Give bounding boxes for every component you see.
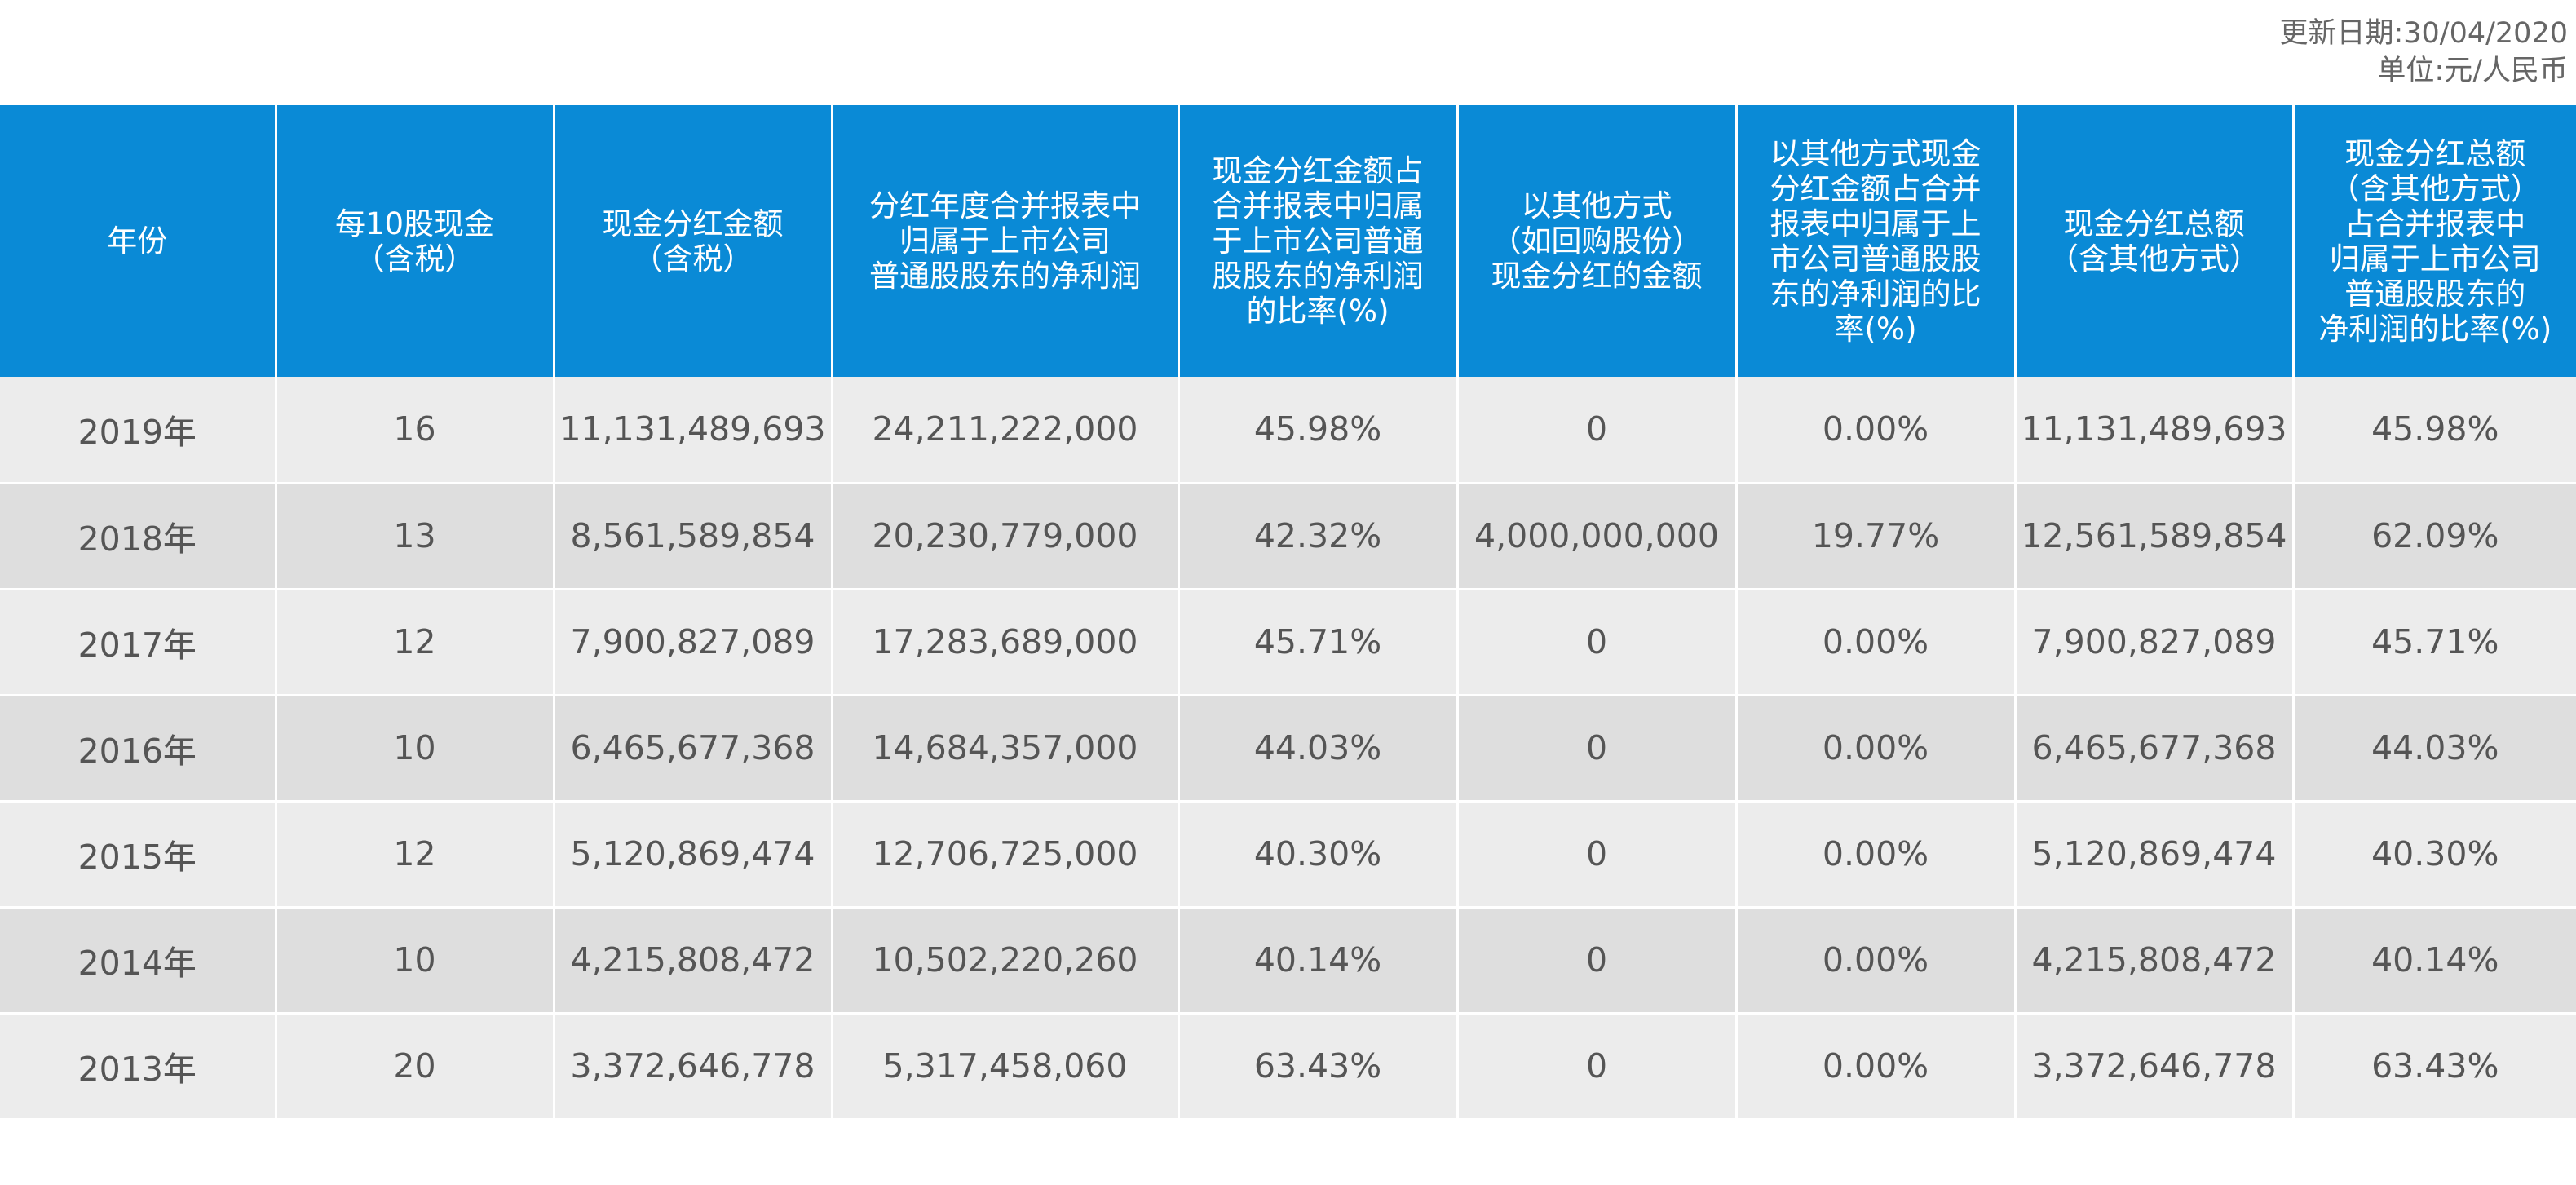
- table-cell: 0: [1457, 695, 1738, 803]
- table-cell: 63.43%: [1178, 1013, 1459, 1121]
- table-cell: 14,684,357,000: [832, 695, 1180, 803]
- table-cell: 12: [276, 801, 555, 909]
- table-cell: 0.00%: [1736, 589, 2017, 696]
- table-cell: 20: [276, 1013, 555, 1121]
- table-cell: 24,211,222,000: [832, 377, 1180, 484]
- table-meta: 更新日期:30/04/2020 单位:元/人民币: [2279, 15, 2568, 90]
- dividend-table: 年份 每10股现金 （含税） 现金分红金额 （含税） 分红年度合并报表中 归属于…: [0, 105, 2576, 1121]
- table-row: 2017年 12 7,900,827,089 17,283,689,000 45.71%…: [0, 589, 2576, 696]
- table-cell: 0.00%: [1736, 907, 2017, 1015]
- table-cell: 4,215,808,472: [2015, 907, 2295, 1015]
- table-row: 2013年 20 3,372,646,778 5,317,458,060 63.43% 0…: [0, 1013, 2576, 1121]
- table-cell: 10: [276, 695, 555, 803]
- table-cell: 5,120,869,474: [554, 801, 833, 909]
- header-cell: 以其他方式 （如回购股份） 现金分红的金额: [1457, 105, 1738, 377]
- table-cell: 0.00%: [1736, 801, 2017, 909]
- table-cell: 7,900,827,089: [2015, 589, 2295, 696]
- table-cell: 4,000,000,000: [1457, 483, 1738, 590]
- table-cell: 7,900,827,089: [554, 589, 833, 696]
- table-cell: 3,372,646,778: [2015, 1013, 2295, 1121]
- header-cell: 现金分红总额 （含其他方式）: [2015, 105, 2295, 377]
- currency-unit: 单位:元/人民币: [2377, 55, 2568, 87]
- header-cell: 现金分红总额 （含其他方式） 占合并报表中 归属于上市公司 普通股股东的 净利润…: [2293, 105, 2576, 377]
- table-cell: 5,120,869,474: [2015, 801, 2295, 909]
- table-cell: 0.00%: [1736, 695, 2017, 803]
- table-cell: 12: [276, 589, 555, 696]
- header-label: 现金分红金额占 合并报表中归属 于上市公司普通 股股东的净利润 的比率(%): [1212, 153, 1424, 329]
- table-cell: 13: [276, 483, 555, 590]
- table-header: 年份 每10股现金 （含税） 现金分红金额 （含税） 分红年度合并报表中 归属于…: [0, 105, 2576, 377]
- table-cell: 5,317,458,060: [832, 1013, 1180, 1121]
- year-cell: 2013年: [0, 1013, 277, 1121]
- table-cell: 40.30%: [2293, 801, 2576, 909]
- table-body: 2019年 16 11,131,489,693 24,211,222,000 45.98…: [0, 377, 2576, 1121]
- table-cell: 40.14%: [1178, 907, 1459, 1015]
- header-label: 现金分红总额 （含其他方式）: [2048, 206, 2260, 276]
- table-cell: 44.03%: [2293, 695, 2576, 803]
- header-cell: 现金分红金额 （含税）: [554, 105, 833, 377]
- table-cell: 11,131,489,693: [2015, 377, 2295, 484]
- table-cell: 12,706,725,000: [832, 801, 1180, 909]
- header-cell: 每10股现金 （含税）: [276, 105, 555, 377]
- table-cell: 0: [1457, 907, 1738, 1015]
- header-label: 以其他方式 （如回购股份） 现金分红的金额: [1491, 188, 1703, 294]
- table-cell: 8,561,589,854: [554, 483, 833, 590]
- table-cell: 45.71%: [1178, 589, 1459, 696]
- table-cell: 40.14%: [2293, 907, 2576, 1015]
- table-cell: 0.00%: [1736, 377, 2017, 484]
- table-cell: 0.00%: [1736, 1013, 2017, 1121]
- table-row: 2018年 13 8,561,589,854 20,230,779,000 42.32%…: [0, 483, 2576, 590]
- year-cell: 2019年: [0, 377, 277, 484]
- header-label: 以其他方式现金 分红金额占合并 报表中归属于上 市公司普通股股 东的净利润的比 …: [1770, 135, 1982, 347]
- header-cell: 分红年度合并报表中 归属于上市公司 普通股股东的净利润: [832, 105, 1180, 377]
- table-row: 2019年 16 11,131,489,693 24,211,222,000 45.98…: [0, 377, 2576, 484]
- year-cell: 2016年: [0, 695, 277, 803]
- year-cell: 2014年: [0, 907, 277, 1015]
- table-cell: 42.32%: [1178, 483, 1459, 590]
- table-cell: 16: [276, 377, 555, 484]
- table-cell: 0: [1457, 1013, 1738, 1121]
- table-cell: 20,230,779,000: [832, 483, 1180, 590]
- table-cell: 44.03%: [1178, 695, 1459, 803]
- header-cell: 以其他方式现金 分红金额占合并 报表中归属于上 市公司普通股股 东的净利润的比 …: [1736, 105, 2017, 377]
- table-cell: 0: [1457, 801, 1738, 909]
- table-row: 2015年 12 5,120,869,474 12,706,725,000 40.30%…: [0, 801, 2576, 909]
- table-row: 2014年 10 4,215,808,472 10,502,220,260 40.14%…: [0, 907, 2576, 1015]
- table-cell: 63.43%: [2293, 1013, 2576, 1121]
- year-cell: 2018年: [0, 483, 277, 590]
- header-label: 现金分红金额 （含税）: [602, 206, 784, 276]
- table-cell: 45.71%: [2293, 589, 2576, 696]
- header-row: 年份 每10股现金 （含税） 现金分红金额 （含税） 分红年度合并报表中 归属于…: [0, 105, 2576, 377]
- header-label: 每10股现金 （含税）: [334, 206, 495, 276]
- table-cell: 6,465,677,368: [554, 695, 833, 803]
- year-cell: 2015年: [0, 801, 277, 909]
- update-date: 更新日期:30/04/2020: [2279, 17, 2568, 50]
- year-cell: 2017年: [0, 589, 277, 696]
- header-label: 现金分红总额 （含其他方式） 占合并报表中 归属于上市公司 普通股股东的 净利润…: [2318, 135, 2552, 347]
- table-cell: 10: [276, 907, 555, 1015]
- table-cell: 45.98%: [1178, 377, 1459, 484]
- header-cell: 现金分红金额占 合并报表中归属 于上市公司普通 股股东的净利润 的比率(%): [1178, 105, 1459, 377]
- table-cell: 17,283,689,000: [832, 589, 1180, 696]
- table-cell: 12,561,589,854: [2015, 483, 2295, 590]
- table-cell: 11,131,489,693: [554, 377, 833, 484]
- table-cell: 0: [1457, 377, 1738, 484]
- table-cell: 10,502,220,260: [832, 907, 1180, 1015]
- table-cell: 40.30%: [1178, 801, 1459, 909]
- table-cell: 62.09%: [2293, 483, 2576, 590]
- table-cell: 0: [1457, 589, 1738, 696]
- table-cell: 45.98%: [2293, 377, 2576, 484]
- table-row: 2016年 10 6,465,677,368 14,684,357,000 44.03%…: [0, 695, 2576, 803]
- table-cell: 19.77%: [1736, 483, 2017, 590]
- header-label: 年份: [107, 223, 168, 259]
- table-cell: 6,465,677,368: [2015, 695, 2295, 803]
- table-cell: 4,215,808,472: [554, 907, 833, 1015]
- header-cell: 年份: [0, 105, 277, 377]
- header-label: 分红年度合并报表中 归属于上市公司 普通股股东的净利润: [869, 188, 1141, 294]
- table-cell: 3,372,646,778: [554, 1013, 833, 1121]
